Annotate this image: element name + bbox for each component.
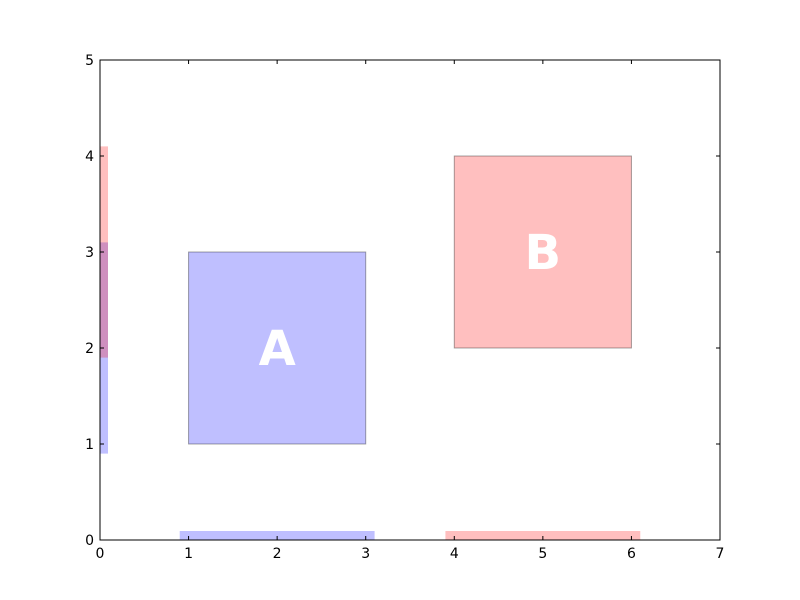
rectangle-label-b: B (525, 225, 562, 281)
x-tick-label: 0 (96, 546, 105, 562)
marks-layer: AB (100, 146, 641, 540)
rectangle-b (453, 155, 632, 349)
x-tick-label: 7 (716, 546, 725, 562)
rectangle-label-a: A (259, 321, 296, 377)
x-extent-marker (445, 531, 641, 540)
x-tick-label: 3 (361, 546, 370, 562)
y-tick-label: 4 (85, 149, 94, 165)
x-tick-label: 1 (184, 546, 193, 562)
y-tick-label: 0 (85, 533, 94, 549)
y-tick-label: 1 (85, 437, 94, 453)
ticks-layer: 0 1 2 3 4 5 6 7 0 1 2 3 4 5 (85, 53, 724, 562)
rectangle-a (188, 251, 367, 445)
y-tick-label: 3 (85, 245, 94, 261)
x-extent-marker (179, 531, 375, 540)
x-tick-label: 4 (450, 546, 459, 562)
x-tick-label: 2 (273, 546, 282, 562)
y-tick-label: 2 (85, 341, 94, 357)
x-tick-label: 6 (627, 546, 636, 562)
x-tick-label: 5 (538, 546, 547, 562)
plot-area (100, 60, 720, 540)
plot-frame (99, 59, 721, 541)
y-tick-label: 5 (85, 53, 94, 69)
